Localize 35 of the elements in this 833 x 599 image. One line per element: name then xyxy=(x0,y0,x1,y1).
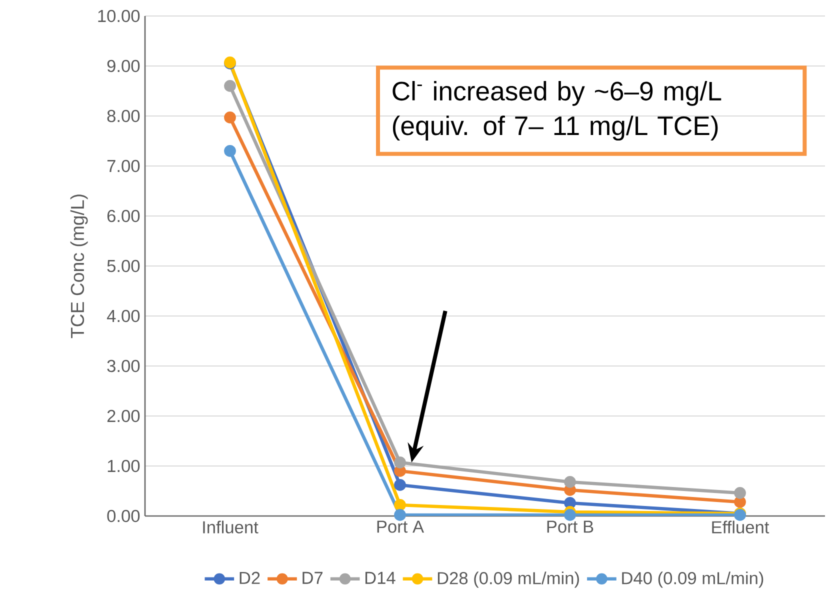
y-tick-label: 3.00 xyxy=(107,360,140,372)
point xyxy=(564,509,576,521)
point xyxy=(224,80,236,92)
point xyxy=(564,497,576,509)
y-tick-label: 10.00 xyxy=(98,10,140,22)
y-tick-label: 9.00 xyxy=(107,60,140,72)
x-tick-label: Effluent xyxy=(712,520,770,534)
point xyxy=(394,499,406,511)
point xyxy=(224,112,236,124)
point xyxy=(224,145,236,157)
y-tick-label: 8.00 xyxy=(107,110,140,122)
point xyxy=(734,487,746,499)
x-tick-label: Port A xyxy=(377,520,424,533)
y-tick-label: 5.00 xyxy=(107,260,140,272)
y-tick-label: 6.00 xyxy=(107,210,140,222)
x-tick-label: Port B xyxy=(547,520,594,533)
y-tick-label: 4.00 xyxy=(106,310,140,322)
y-tick-label: 2.00 xyxy=(107,410,140,422)
annotation: Cl$^{-}$ increased by ~6–9 mg/L (equiv. of 7– 11 mg/L TCE) xyxy=(392,80,722,141)
point xyxy=(394,509,406,521)
point xyxy=(394,479,406,491)
point xyxy=(394,456,406,468)
point xyxy=(734,496,746,508)
legend-label: D2 xyxy=(240,572,260,584)
legend-label: D7 xyxy=(302,572,323,584)
legend-label: D28 (0.09 mL/min) xyxy=(438,572,579,588)
y-tick-label: 1.00 xyxy=(108,460,140,472)
legend-label: D14 xyxy=(365,572,396,584)
y-tick-label: 7.00 xyxy=(107,160,140,172)
legend-label: D40 (0.09 mL/min) xyxy=(622,572,764,588)
y-tick-label: 0.00 xyxy=(107,510,140,522)
y-axis-title: TCE Conc (mg/L) xyxy=(70,194,88,338)
point xyxy=(394,465,406,477)
x-tick-label: Influent xyxy=(203,520,258,534)
point xyxy=(564,476,576,488)
